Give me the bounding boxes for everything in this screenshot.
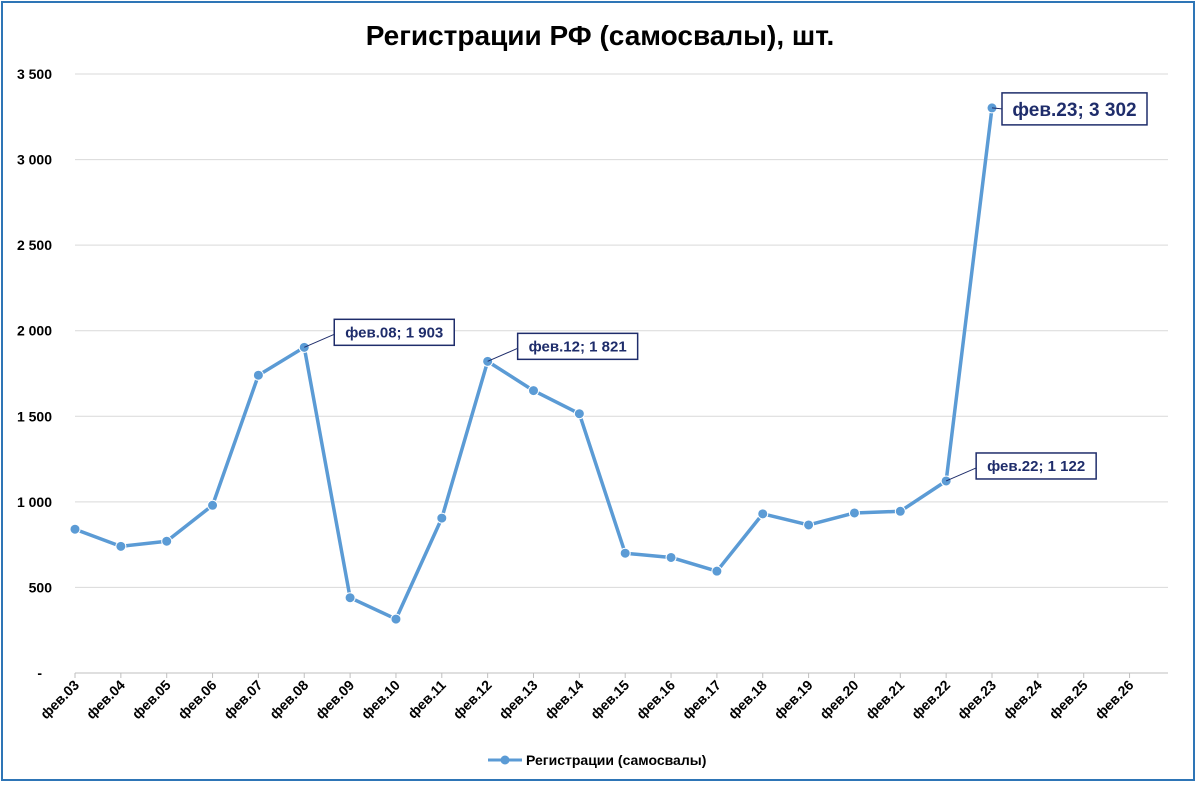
data-point — [528, 385, 539, 397]
legend-marker — [500, 755, 510, 765]
x-tick-label: фев.13 — [495, 677, 540, 722]
data-point — [757, 508, 769, 520]
x-tick-label: фев.04 — [83, 677, 128, 722]
x-tick-label: фев.12 — [450, 677, 495, 722]
series-layer — [69, 102, 998, 625]
data-point — [665, 551, 677, 563]
y-tick-label: - — [37, 665, 42, 681]
y-axis: - 500 1 000 1 500 2 000 2 500 3 000 3 500 — [17, 66, 52, 681]
grid-lines — [75, 73, 1168, 674]
callout-label: фев.23; 3 302 — [1012, 100, 1136, 121]
data-point — [252, 369, 264, 381]
x-tick-label: фев.14 — [541, 677, 586, 722]
data-point — [69, 523, 81, 535]
data-point — [436, 512, 448, 524]
data-point — [619, 547, 631, 559]
x-tick-label: фев.16 — [633, 677, 678, 722]
x-tick-label: фев.18 — [725, 677, 770, 722]
x-axis: фев.03 фев.04 фев.05 фев.06 фев.07 фев.08 фев.… — [37, 673, 1137, 722]
y-tick-label: 3 000 — [17, 152, 52, 168]
callout-label: фев.22; 1 122 — [987, 458, 1085, 475]
data-point — [711, 565, 723, 577]
callout-leader — [945, 467, 977, 482]
data-point — [803, 519, 815, 531]
x-tick-label: фев.03 — [37, 677, 82, 722]
x-tick-label: фев.07 — [220, 677, 265, 722]
callout-leader — [487, 347, 518, 362]
y-tick-label: 500 — [29, 579, 53, 595]
data-point — [344, 592, 356, 604]
callout-box — [1001, 92, 1148, 126]
y-tick-label: 2 500 — [17, 237, 52, 253]
data-point — [115, 540, 127, 552]
data-point — [894, 505, 906, 517]
y-tick-label: 1 500 — [17, 408, 52, 424]
x-tick-label: фев.08 — [266, 677, 311, 722]
chart-title: Регистрации РФ (самосвалы), шт. — [366, 20, 835, 51]
x-tick-label: фев.22 — [908, 677, 953, 722]
annotations: фев.08; 1 903 фев.12; 1 821 фев.22; 1 122 ф… — [304, 92, 1148, 482]
x-tick-label: фев.26 — [1091, 677, 1136, 722]
x-tick-label: фев.24 — [1000, 677, 1045, 722]
x-tick-label: фев.05 — [129, 677, 174, 722]
series-line — [74, 107, 994, 621]
y-tick-label: 2 000 — [17, 323, 52, 339]
x-tick-label: фев.19 — [771, 677, 816, 722]
callout-box — [516, 332, 639, 361]
x-tick-label: фев.23 — [954, 677, 999, 722]
data-point — [161, 535, 173, 547]
callout-box — [333, 318, 455, 347]
x-tick-label: фев.15 — [587, 677, 632, 722]
x-tick-label: фев.20 — [816, 677, 861, 722]
x-tick-label: фев.09 — [312, 677, 357, 722]
y-tick-label: 3 500 — [17, 66, 52, 82]
x-tick-label: фев.10 — [358, 677, 403, 722]
data-point — [207, 499, 219, 511]
x-tick-label: фев.21 — [862, 677, 907, 722]
x-tick-label: фев.11 — [404, 677, 449, 722]
callout-box — [975, 452, 1097, 480]
legend: Регистрации (самосвалы) — [488, 752, 706, 768]
legend-label: Регистрации (самосвалы) — [526, 752, 706, 768]
callout-label: фев.08; 1 903 — [345, 324, 443, 341]
callout-label: фев.12; 1 821 — [529, 338, 627, 355]
callout-leader — [304, 333, 335, 348]
x-tick-label: фев.25 — [1046, 677, 1091, 722]
data-point — [390, 613, 402, 625]
callout-leader — [991, 107, 1003, 110]
data-point — [848, 507, 860, 519]
data-point — [573, 408, 585, 420]
x-tick-label: фев.17 — [679, 677, 724, 722]
y-tick-label: 1 000 — [17, 494, 52, 510]
x-tick-label: фев.06 — [174, 677, 219, 722]
